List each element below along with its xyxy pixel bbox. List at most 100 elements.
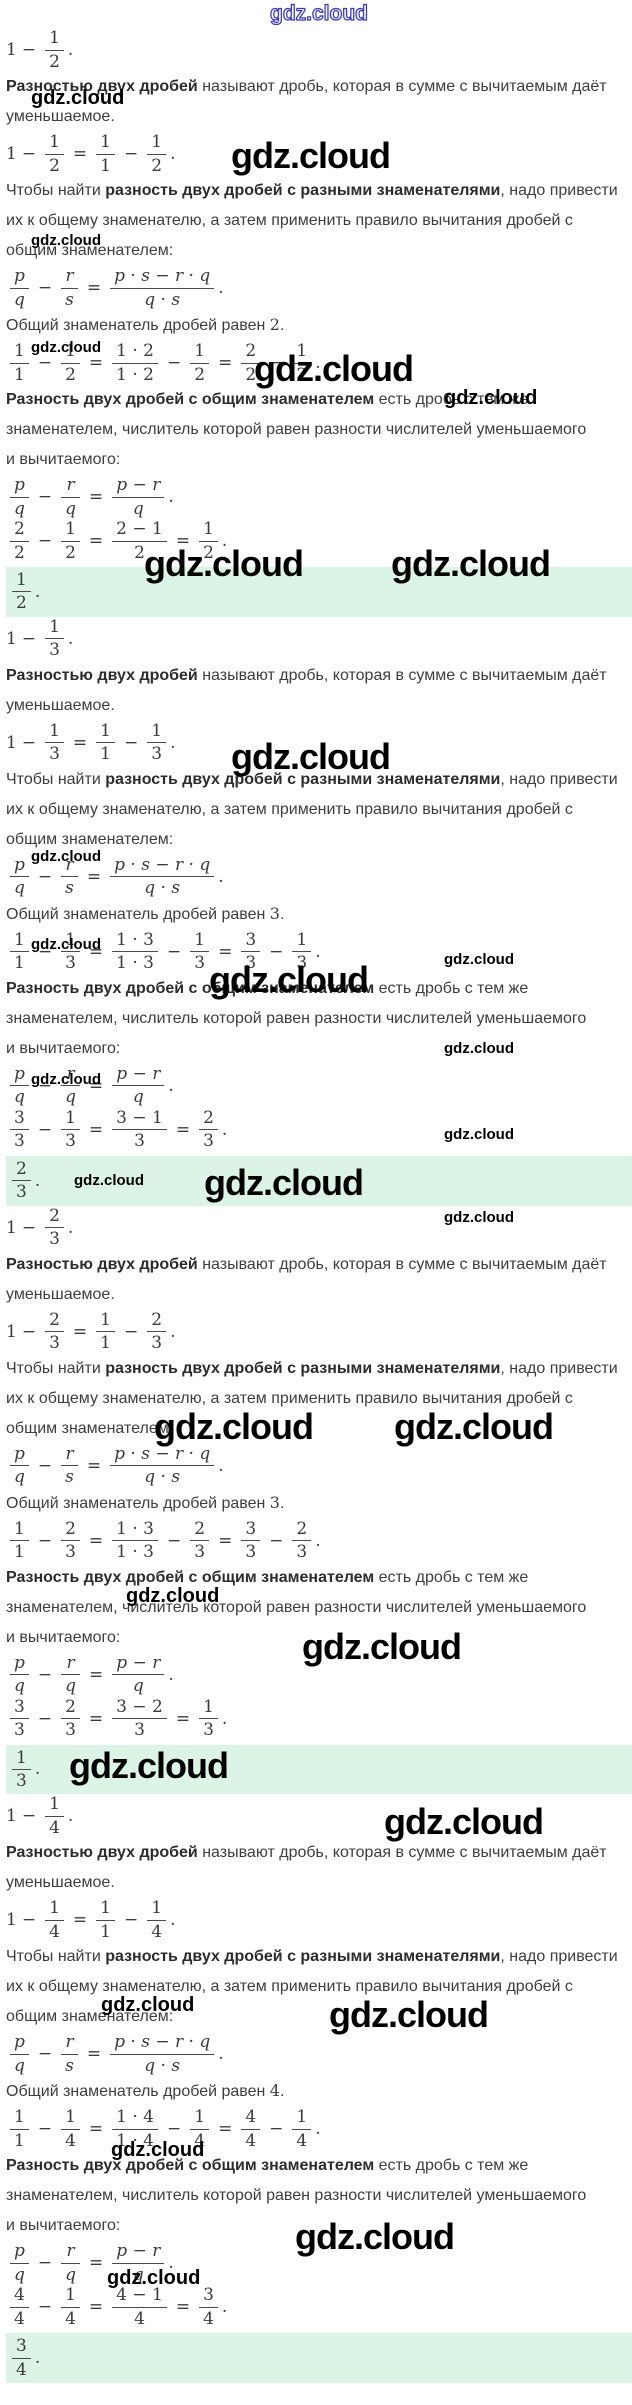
watermark: gdz.cloud — [204, 1161, 364, 1203]
watermark: gdz.cloud — [231, 135, 391, 176]
definition-paragraph: Разностью двух дробей называют дробь, ко… — [6, 666, 607, 714]
watermark: gdz.cloud — [69, 1744, 229, 1786]
watermark: gdz.cloud — [329, 1994, 489, 2036]
watermark: gdz.cloud — [107, 2267, 201, 2290]
watermark: gdz.cloud — [384, 1801, 544, 1843]
watermark: gdz.cloud — [444, 950, 514, 968]
watermark: gdz.cloud — [209, 958, 369, 1000]
rule-paragraph: Чтобы найти разность двух дробей с разны… — [6, 770, 618, 848]
common-denominator-line: Общий знаменатель дробей равен 3. — [6, 903, 285, 923]
solution-block-1: gdz.cloud gdz.cloud gdz.cloud gdz.cloud … — [6, 28, 632, 617]
common-denominator-line: Общий знаменатель дробей равен 3. — [6, 1492, 285, 1512]
watermark: gdz.cloud — [31, 232, 101, 249]
watermark: gdz.cloud — [231, 735, 391, 777]
watermark: gdz.cloud — [126, 1584, 220, 1607]
common-denominator-line: Общий знаменатель дробей равен 2. — [6, 315, 285, 334]
watermark: gdz.cloud — [31, 87, 125, 109]
watermark: gdz.cloud — [31, 935, 101, 953]
common-denominator-line: Общий знаменатель дробей равен 4. — [6, 2081, 285, 2101]
same-denominator-rule-paragraph: Разность двух дробей с общим знаменателе… — [6, 2157, 587, 2235]
definition-paragraph: Разностью двух дробей называют дробь, ко… — [6, 1844, 607, 1892]
watermark: gdz.cloud — [295, 2216, 455, 2258]
watermark: gdz.cloud — [444, 1125, 514, 1143]
watermark: gdz.cloud — [444, 1208, 514, 1226]
watermark: gdz.cloud — [31, 339, 101, 356]
definition-paragraph: Разностью двух дробей называют дробь, ко… — [6, 1255, 607, 1303]
watermark: gdz.cloud — [111, 2139, 205, 2162]
same-denominator-rule-paragraph: Разность двух дробей с общим знаменателе… — [6, 391, 587, 468]
watermark: gdz.cloud — [391, 543, 551, 584]
watermark: gdz.cloud — [74, 1171, 144, 1189]
watermark: gdz.cloud — [394, 1405, 554, 1447]
watermark: gdz.cloud — [302, 1625, 462, 1667]
watermark: gdz.cloud — [444, 387, 538, 409]
definition-paragraph: Разностью двух дробей называют дробь, ко… — [6, 78, 607, 125]
same-denominator-rule-paragraph: Разность двух дробей с общим знаменателе… — [6, 979, 587, 1057]
